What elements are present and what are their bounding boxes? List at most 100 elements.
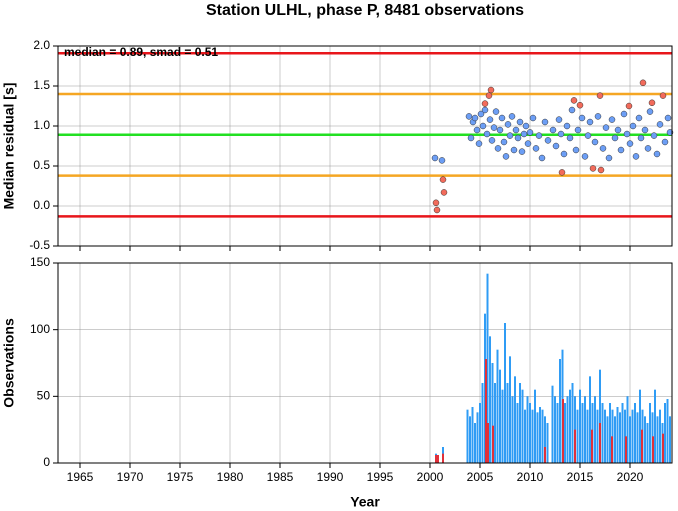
bar [469, 416, 471, 463]
data-point [599, 145, 607, 152]
bar [611, 436, 613, 463]
y-tick-label: 1.0 [33, 118, 50, 132]
data-point [552, 142, 560, 150]
x-tick-label: 2010 [517, 470, 544, 484]
bar [596, 409, 599, 463]
data-point [498, 114, 506, 122]
data-point [485, 92, 493, 99]
bar [501, 389, 504, 463]
data-point [602, 124, 610, 131]
data-point [549, 126, 557, 134]
data-point [512, 126, 520, 134]
bar [566, 396, 569, 463]
data-point [572, 146, 580, 154]
data-point [576, 101, 584, 109]
x-tick-label: 1970 [117, 470, 144, 484]
bar [654, 389, 656, 463]
bar [526, 396, 529, 463]
data-point [597, 166, 605, 174]
data-point [494, 145, 502, 152]
data-point [574, 126, 582, 134]
bar [546, 423, 549, 463]
bar [639, 389, 641, 463]
data-point [570, 97, 578, 104]
data-point [661, 138, 669, 146]
data-point [518, 148, 526, 155]
plot-frame [57, 45, 673, 247]
data-point [502, 153, 510, 160]
bar [541, 409, 544, 463]
data-point [544, 137, 552, 144]
data-point [508, 113, 516, 120]
bar [571, 383, 574, 463]
bar [619, 412, 621, 463]
data-point [479, 122, 487, 130]
data-point [487, 86, 495, 94]
bar [599, 369, 601, 463]
data-point [432, 199, 440, 207]
y-tick-label: 0 [43, 455, 50, 469]
data-point [617, 146, 625, 154]
bar [636, 412, 639, 463]
data-point [529, 114, 537, 122]
data-point [473, 126, 481, 134]
bar [442, 453, 444, 463]
data-point [563, 122, 571, 130]
data-point [471, 114, 479, 122]
data-point [659, 92, 667, 99]
data-point [620, 110, 628, 118]
y-axis-label: Observations [1, 318, 17, 408]
data-point [568, 106, 576, 114]
bar [659, 409, 661, 463]
x-tick-label: 2020 [617, 470, 644, 484]
bar [494, 383, 496, 463]
bar [529, 403, 531, 463]
data-point [623, 130, 631, 138]
bar [621, 403, 624, 463]
bar [536, 412, 539, 463]
bar [506, 383, 509, 463]
data-point [431, 154, 439, 162]
y-tick-label: 100 [30, 322, 50, 336]
bar [499, 369, 501, 463]
bar [554, 396, 556, 463]
data-point [492, 108, 500, 115]
data-point [596, 92, 604, 99]
data-point [490, 124, 498, 131]
bar [611, 409, 614, 463]
data-point [439, 176, 447, 183]
bar [487, 423, 489, 463]
data-point [566, 134, 574, 142]
bar [594, 396, 596, 463]
bar [591, 429, 593, 463]
y-tick-label: 1.5 [33, 78, 50, 92]
data-point [594, 113, 602, 120]
bar [437, 455, 439, 463]
bar [551, 385, 554, 463]
data-point [626, 140, 634, 147]
data-point [560, 150, 568, 158]
data-point [644, 145, 652, 152]
x-tick-label: 1965 [67, 470, 94, 484]
bar [609, 403, 611, 463]
x-tick-label: 1990 [317, 470, 344, 484]
bar [626, 396, 629, 463]
y-tick-label: 2.0 [33, 38, 50, 52]
bar [625, 436, 627, 463]
data-point [637, 134, 645, 142]
data-point [504, 121, 512, 128]
data-point [524, 140, 532, 147]
data-point [433, 206, 441, 214]
bar [644, 416, 646, 463]
bar [604, 409, 606, 463]
data-point [584, 132, 592, 139]
chart-title: Station ULHL, phase P, 8481 observations [206, 2, 524, 19]
data-point [477, 110, 485, 118]
bar [564, 403, 566, 463]
bar [504, 323, 506, 463]
bar [662, 433, 664, 463]
data-point [506, 132, 514, 139]
y-tick-label: 50 [37, 389, 51, 403]
data-point [581, 153, 589, 160]
